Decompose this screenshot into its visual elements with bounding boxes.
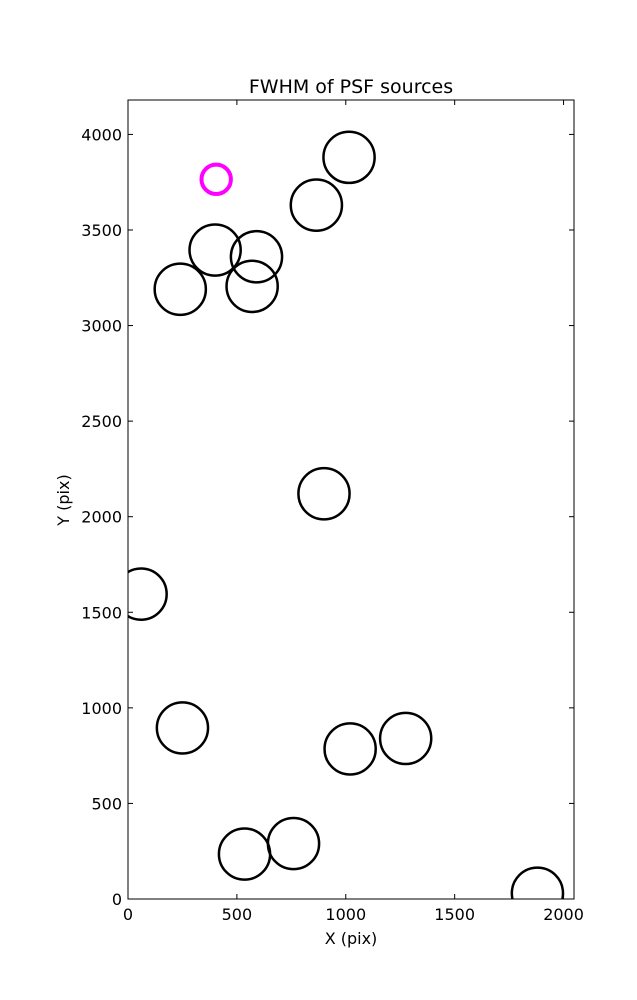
source-circle [510,866,565,899]
x-tick-label: 1000 [325,905,366,924]
y-tick-label: 3000 [81,317,122,336]
y-axis-label: Y (pix) [54,474,73,526]
source-circle [297,466,351,521]
chart-title: FWHM of PSF sources [249,76,453,98]
source-circle [225,259,279,314]
source-circle [188,223,242,277]
x-axis: 0 500 1000 1500 2000 [123,100,584,924]
sources-layer [128,130,565,899]
source-circle [378,711,433,766]
x-tick-label: 500 [222,905,253,924]
x-tick-label: 2000 [543,905,584,924]
y-tick-label: 2500 [81,412,122,431]
source-circle [323,722,377,776]
y-axis: 0 500 1000 1500 2000 2500 3000 3500 4000 [81,125,574,909]
source-circle [128,567,168,621]
source-circle [229,229,284,284]
source-circle [289,178,344,232]
source-circle [217,827,272,881]
y-tick-label: 500 [91,794,122,813]
y-tick-label: 0 [112,890,122,909]
source-circle [155,701,210,755]
source-circle [153,262,208,317]
source-circle [266,816,321,871]
x-tick-label: 1500 [434,905,475,924]
plot-frame [127,99,575,900]
y-tick-label: 3500 [81,221,122,240]
y-tick-label: 4000 [81,125,122,144]
y-tick-label: 1500 [81,603,122,622]
y-tick-label: 1000 [81,699,122,718]
highlighted-source-circle [199,162,233,197]
y-tick-label: 2000 [81,508,122,527]
x-axis-label: X (pix) [325,929,378,948]
x-tick-label: 0 [123,905,133,924]
source-circle [322,130,376,185]
